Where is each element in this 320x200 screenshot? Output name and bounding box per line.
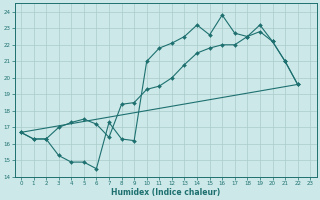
X-axis label: Humidex (Indice chaleur): Humidex (Indice chaleur) [111,188,220,197]
